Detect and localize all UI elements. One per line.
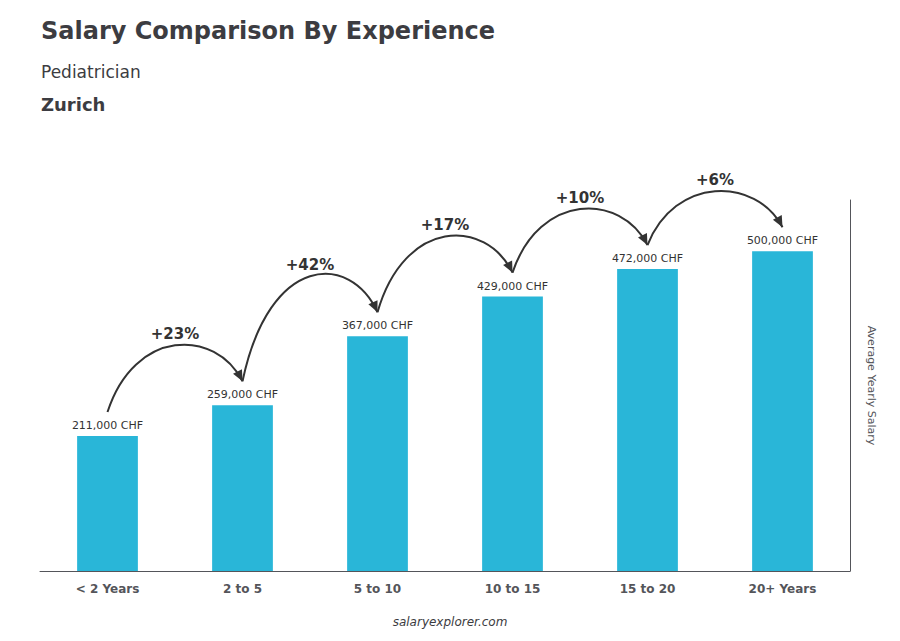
- svg-text:15 to 20: 15 to 20: [620, 582, 676, 596]
- svg-text:20+ Years: 20+ Years: [749, 582, 817, 596]
- svg-text:472,000 CHF: 472,000 CHF: [612, 252, 683, 265]
- svg-text:+17%: +17%: [421, 216, 469, 234]
- svg-text:367,000 CHF: 367,000 CHF: [342, 319, 413, 332]
- svg-text:Pediatrician: Pediatrician: [41, 62, 141, 82]
- svg-text:salaryexplorer.com: salaryexplorer.com: [393, 615, 508, 629]
- svg-text:429,000 CHF: 429,000 CHF: [477, 280, 548, 293]
- svg-text:211,000 CHF: 211,000 CHF: [72, 419, 143, 432]
- svg-text:+23%: +23%: [151, 325, 199, 343]
- svg-text:Salary Comparison By Experienc: Salary Comparison By Experience: [41, 17, 495, 45]
- svg-text:10 to 15: 10 to 15: [485, 582, 541, 596]
- svg-text:+10%: +10%: [556, 189, 604, 207]
- svg-text:259,000 CHF: 259,000 CHF: [207, 388, 278, 401]
- svg-text:500,000 CHF: 500,000 CHF: [747, 234, 818, 247]
- svg-text:+6%: +6%: [696, 171, 734, 189]
- svg-text:Average Yearly Salary: Average Yearly Salary: [865, 326, 878, 446]
- svg-text:< 2 Years: < 2 Years: [76, 582, 140, 596]
- svg-text:Zurich: Zurich: [41, 94, 105, 115]
- svg-text:+42%: +42%: [286, 256, 334, 274]
- svg-text:2 to 5: 2 to 5: [223, 582, 262, 596]
- svg-text:5 to 10: 5 to 10: [354, 582, 401, 596]
